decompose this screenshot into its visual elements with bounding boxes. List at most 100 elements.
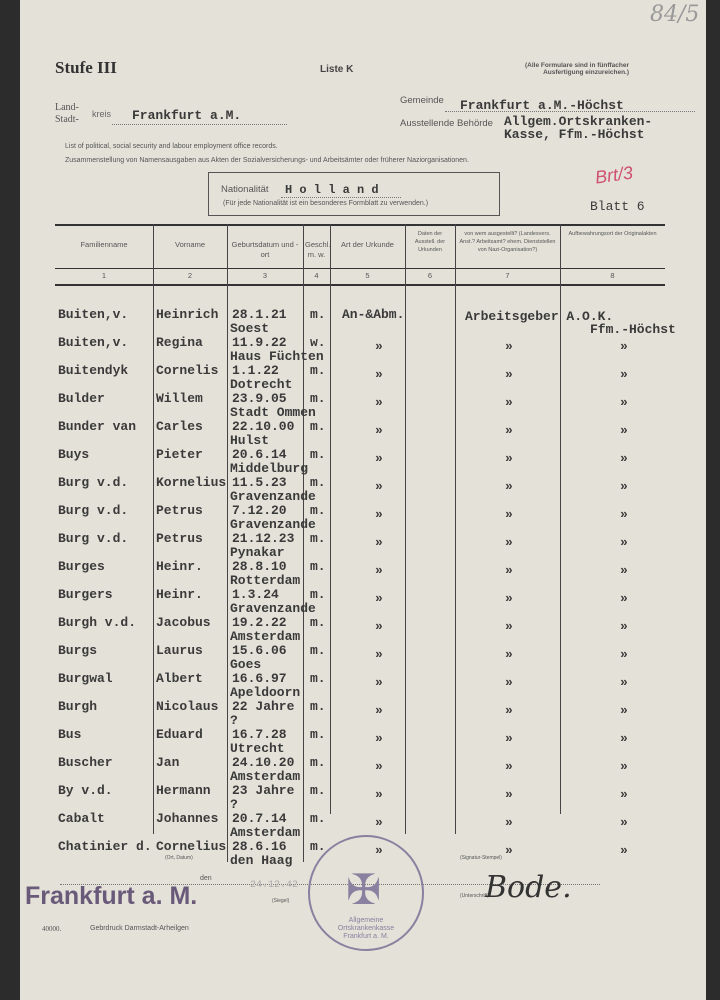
birth-place-cell: Amsterdam [230, 629, 301, 644]
nationality-note: (Für jede Nationalität ist ein besondere… [223, 200, 429, 207]
ditto-mark: » [505, 591, 513, 606]
birth-date-cell: 28.6.16 [232, 839, 287, 854]
family-name-cell: By v.d. [58, 783, 113, 798]
family-name-cell: Buiten,v. [58, 335, 129, 350]
ditto-mark: » [505, 843, 513, 858]
birth-date-cell: 15.6.06 [232, 643, 287, 658]
ditto-mark: » [620, 423, 628, 438]
birth-date-cell: 7.12.20 [232, 503, 287, 518]
ditto-mark: » [505, 703, 513, 718]
column-divider [330, 224, 331, 814]
stufe-title: Stufe III [55, 58, 117, 77]
ditto-mark: » [620, 367, 628, 382]
given-name-cell: Laurus [156, 643, 203, 658]
ditto-mark: » [505, 395, 513, 410]
birth-place-cell: Goes [230, 657, 262, 672]
birth-date-cell: 24.10.20 [232, 755, 295, 770]
ditto-mark: » [505, 339, 513, 354]
family-name-cell: Burg v.d. [58, 503, 129, 518]
sex-cell: m. [310, 811, 326, 826]
sex-cell: m. [310, 531, 326, 546]
family-name-cell: Burgh [58, 699, 98, 714]
column-header: Geburtsdatum und -ort [231, 240, 299, 259]
ditto-mark: » [375, 451, 383, 466]
issuer-cell: Arbeitsgeber A.O.K. [465, 309, 614, 324]
given-name-cell: Eduard [156, 727, 203, 742]
behoerde-label: Ausstellende Behörde [400, 118, 493, 129]
family-name-cell: Buys [58, 447, 90, 462]
ditto-mark: » [505, 507, 513, 522]
ditto-mark: » [375, 563, 383, 578]
birth-place-cell: Pynakar [230, 545, 285, 560]
sex-cell: m. [310, 727, 326, 742]
birth-place-cell: Haus Füchten [230, 349, 324, 364]
given-name-cell: Cornelis [156, 363, 219, 378]
family-name-cell: Buitendyk [58, 363, 129, 378]
birth-place-cell: Gravenzande [230, 517, 316, 532]
birth-place-cell: Utrecht [230, 741, 285, 756]
birth-place-cell: Rotterdam [230, 573, 301, 588]
ditto-mark: » [375, 395, 383, 410]
family-name-cell: Buscher [58, 755, 113, 770]
seal-text: Allgemeine Ortskrankenkasse Frankfurt a.… [337, 917, 395, 940]
official-seal: ✠ Allgemeine Ortskrankenkasse Frankfurt … [308, 835, 424, 951]
ditto-mark: » [375, 479, 383, 494]
birth-date-cell: 22 Jahre [232, 699, 295, 714]
ditto-mark: » [620, 759, 628, 774]
birth-date-cell: 20.7.14 [232, 811, 287, 826]
given-name-cell: Albert [156, 671, 203, 686]
ort-datum-label: (Ort, Datum) [165, 855, 193, 861]
column-header: Geschl. m. w. [305, 240, 331, 259]
given-name-cell: Pieter [156, 447, 203, 462]
sex-cell: m. [310, 699, 326, 714]
ditto-mark: » [375, 647, 383, 662]
sex-cell: m. [310, 475, 326, 490]
sex-cell: m. [310, 839, 326, 854]
ditto-mark: » [375, 535, 383, 550]
family-name-cell: Burgwal [58, 671, 113, 686]
family-name-cell: Burgs [58, 643, 98, 658]
birth-place-cell: Soest [230, 321, 270, 336]
ditto-mark: » [375, 339, 383, 354]
copies-note: (Alle Formulare sind in fünffacher Ausfer… [525, 62, 630, 76]
ditto-mark: » [620, 619, 628, 634]
nationality-box: Nationalität H o l l a n d (Für jede Nat… [208, 172, 500, 216]
liste-label: Liste K [320, 64, 354, 75]
ditto-mark: » [505, 451, 513, 466]
archive-location-cell: Ffm.-Höchst [590, 322, 676, 337]
column-number: 1 [101, 271, 107, 280]
ditto-mark: » [620, 479, 628, 494]
sex-cell: m. [310, 307, 326, 322]
column-number: 4 [314, 271, 319, 280]
given-name-cell: Jan [156, 755, 180, 770]
gemeinde-label: Gemeinde [400, 95, 444, 106]
given-name-cell: Heinr. [156, 559, 203, 574]
ditto-mark: » [375, 731, 383, 746]
ditto-mark: » [375, 507, 383, 522]
unterschrift-label: (Unterschrift) [460, 893, 489, 899]
family-name-cell: Bunder van [58, 419, 137, 434]
birth-date-cell: 16.6.97 [232, 671, 287, 686]
birth-place-cell: Hulst [230, 433, 270, 448]
ditto-mark: » [505, 479, 513, 494]
family-name-cell: Burges [58, 559, 105, 574]
birth-date-cell: 16.7.28 [232, 727, 287, 742]
sex-cell: m. [310, 671, 326, 686]
family-name-cell: Burgers [58, 587, 113, 602]
ditto-mark: » [505, 787, 513, 802]
column-divider [405, 224, 406, 834]
ditto-mark: » [505, 367, 513, 382]
birth-date-cell: 11.5.23 [232, 475, 287, 490]
nationality-value: H o l l a n d [285, 183, 379, 197]
sex-cell: m. [310, 643, 326, 658]
ditto-mark: » [375, 423, 383, 438]
column-number: 7 [505, 271, 510, 280]
given-name-cell: Nicolaus [156, 699, 219, 714]
sex-cell: m. [310, 503, 326, 518]
column-number: 2 [187, 271, 193, 280]
ditto-mark: » [375, 591, 383, 606]
sex-cell: m. [310, 615, 326, 630]
sex-cell: m. [310, 783, 326, 798]
column-number: 8 [610, 271, 615, 280]
sex-cell: m. [310, 419, 326, 434]
